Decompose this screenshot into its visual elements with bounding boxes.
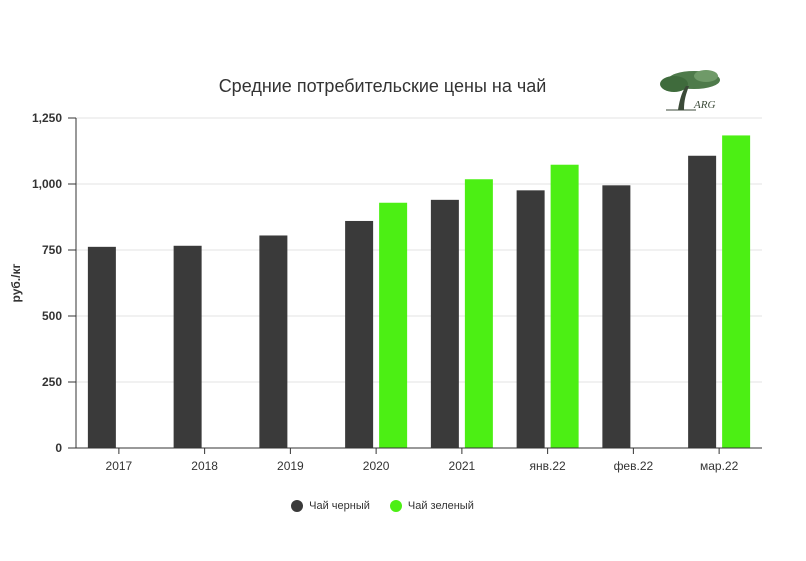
legend-item[interactable]: Чай зеленый — [389, 500, 474, 512]
bar-green-tea[interactable] — [464, 179, 493, 449]
x-tick-label: 2020 — [363, 459, 390, 473]
arg-logo: ARG — [656, 68, 722, 114]
x-tick-label: янв.22 — [530, 459, 567, 473]
x-tick-label: 2017 — [106, 459, 133, 473]
legend-label: Чай черный — [309, 500, 370, 512]
x-tick-label: 2019 — [277, 459, 304, 473]
legend: Чай черный Чай зеленый — [0, 500, 765, 512]
y-tick-label: 1,250 — [32, 111, 62, 125]
chart-title: Средние потребительские цены на чай — [218, 76, 547, 96]
legend-marker — [291, 500, 304, 512]
x-tick-label: мар.22 — [700, 459, 739, 473]
x-tick-label: фев.22 — [614, 459, 654, 473]
bar-black-tea[interactable] — [345, 220, 374, 448]
x-tick-label: 2018 — [191, 459, 218, 473]
bar-black-tea[interactable] — [516, 190, 545, 448]
bar-black-tea[interactable] — [602, 185, 631, 448]
logo-text: ARG — [693, 99, 715, 111]
y-axis-title: руб./кг — [9, 264, 23, 303]
bar-black-tea[interactable] — [87, 246, 116, 448]
tree-logo-icon: ARG — [660, 70, 720, 111]
y-tick-label: 750 — [42, 243, 62, 257]
y-tick-label: 500 — [42, 309, 62, 323]
bar-black-tea[interactable] — [173, 245, 202, 448]
legend-label: Чай зеленый — [407, 500, 474, 512]
y-tick-label: 1,000 — [32, 177, 62, 191]
legend-marker — [389, 500, 402, 512]
bar-green-tea[interactable] — [379, 202, 408, 448]
bar-black-tea[interactable] — [430, 199, 459, 448]
bar-green-tea[interactable] — [722, 135, 751, 448]
x-tick-label: 2021 — [449, 459, 476, 473]
bar-black-tea[interactable] — [688, 155, 717, 448]
y-tick-label: 0 — [55, 441, 62, 455]
legend-item[interactable]: Чай черный — [291, 500, 370, 512]
bar-black-tea[interactable] — [259, 235, 288, 448]
y-tick-label: 250 — [42, 375, 62, 389]
bar-green-tea[interactable] — [550, 164, 579, 448]
